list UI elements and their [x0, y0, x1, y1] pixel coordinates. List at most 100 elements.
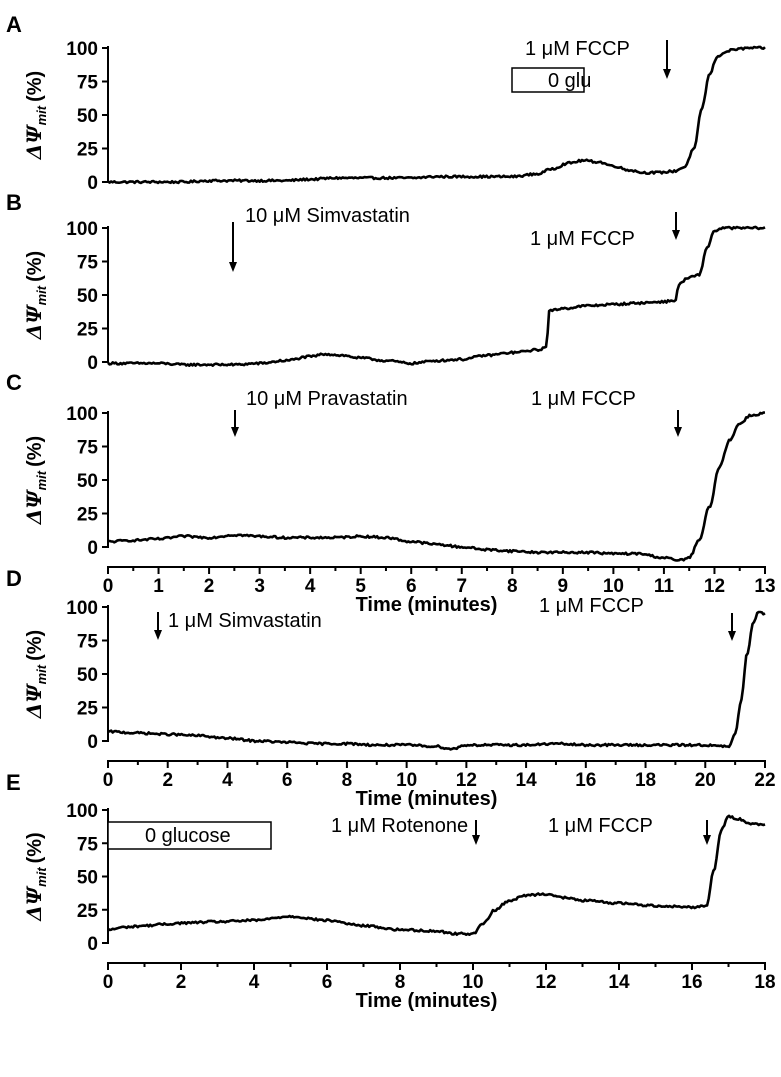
x-axis-title: Time (minutes) [356, 990, 498, 1012]
y-tick-label: 50 [77, 665, 98, 686]
arrow-down-icon [231, 427, 239, 437]
y-tick-label: 75 [77, 834, 99, 855]
y-tick-label: 25 [77, 320, 99, 341]
x-tick-label: 13 [754, 576, 775, 597]
y-tick-label: 50 [77, 286, 98, 307]
treatment-label: 1 μM FCCP [531, 388, 636, 410]
x-tick-label: 6 [282, 770, 293, 791]
y-tick-label: 75 [77, 438, 99, 459]
x-tick-label: 8 [342, 770, 353, 791]
arrow-down-icon [672, 230, 680, 240]
treatment-label: 1 μM Rotenone [331, 815, 468, 837]
x-tick-label: 2 [176, 972, 187, 993]
arrow-down-icon [663, 69, 671, 79]
y-tick-label: 0 [87, 732, 98, 753]
x-tick-label: 7 [456, 576, 467, 597]
condition-box [511, 67, 585, 93]
y-tick-label: 0 [87, 173, 98, 194]
y-axis-label: ΔΨmit(%) [22, 71, 49, 160]
y-tick-label: 50 [77, 471, 98, 492]
treatment-label: 1 μM FCCP [525, 38, 630, 60]
x-tick-label: 4 [222, 770, 233, 791]
treatment-label: 10 μM Pravastatin [246, 388, 408, 410]
y-tick-label: 0 [87, 934, 98, 955]
y-tick-label: 100 [66, 801, 98, 822]
x-tick-label: 12 [535, 972, 556, 993]
x-tick-label: 14 [516, 770, 538, 791]
y-tick-label: 0 [87, 353, 98, 374]
treatment-label: 1 μM FCCP [548, 815, 653, 837]
x-tick-label: 2 [162, 770, 173, 791]
condition-label: 0 glucose [145, 825, 231, 847]
x-tick-label: 10 [462, 972, 483, 993]
y-tick-label: 50 [77, 106, 98, 127]
trace-line [107, 610, 766, 751]
y-tick-label: 75 [77, 253, 99, 274]
arrow-down-icon [703, 835, 711, 845]
treatment-label: 1 μM Simvastatin [168, 610, 322, 632]
x-tick-label: 16 [681, 972, 702, 993]
x-tick-label: 0 [103, 770, 114, 791]
x-tick-label: 0 [103, 576, 114, 597]
x-tick-label: 12 [456, 770, 477, 791]
x-tick-label: 8 [507, 576, 518, 597]
panel-letter: D [6, 566, 22, 591]
x-tick-label: 6 [322, 972, 333, 993]
x-tick-label: 12 [704, 576, 725, 597]
arrow-down-icon [674, 427, 682, 437]
x-tick-label: 20 [695, 770, 716, 791]
x-tick-label: 3 [254, 576, 265, 597]
x-tick-label: 4 [305, 576, 316, 597]
panel-A: A ΔΨmit(%) 0 25 50 75 100 1 μM FCCP 0 glu [6, 12, 766, 194]
panel-letter: E [6, 770, 21, 795]
y-axis-label: ΔΨmit(%) [22, 832, 49, 921]
y-tick-label: 75 [77, 73, 99, 94]
x-tick-label: 2 [204, 576, 215, 597]
x-tick-label: 11 [654, 576, 675, 597]
x-tick-label: 10 [603, 576, 624, 597]
x-tick-label: 4 [249, 972, 260, 993]
trace-line [108, 411, 766, 562]
x-tick-label: 9 [558, 576, 569, 597]
panel-letter: A [6, 12, 22, 37]
x-tick-label: 8 [395, 972, 406, 993]
x-tick-label: 18 [754, 972, 775, 993]
x-tick-label: 10 [396, 770, 417, 791]
y-tick-label: 50 [77, 868, 98, 889]
y-tick-label: 25 [77, 901, 99, 922]
trace-line [107, 814, 766, 936]
x-tick-label: 18 [635, 770, 656, 791]
panel-B: B ΔΨmit(%) 0 25 50 75 100 10 μM Simvastatin 1 μM… [6, 190, 766, 374]
y-tick-label: 0 [87, 538, 98, 559]
y-tick-label: 100 [66, 219, 98, 240]
arrow-down-icon [472, 835, 480, 845]
treatment-label: 1 μM FCCP [539, 595, 644, 617]
y-tick-label: 75 [77, 632, 99, 653]
panel-letter: C [6, 370, 22, 395]
treatment-label: 10 μM Simvastatin [245, 205, 410, 227]
x-axis-title: Time (minutes) [356, 594, 498, 616]
y-axis-label: ΔΨmit(%) [22, 251, 49, 340]
x-tick-label: 1 [153, 576, 164, 597]
x-tick-label: 14 [608, 972, 630, 993]
x-tick-label: 0 [103, 972, 114, 993]
y-axis-label: ΔΨmit(%) [22, 630, 49, 719]
treatment-label: 1 μM FCCP [530, 228, 635, 250]
condition-box [107, 821, 272, 850]
x-tick-label: 22 [754, 770, 775, 791]
trace-line [107, 225, 766, 367]
y-tick-label: 25 [77, 140, 99, 161]
y-axis-label: ΔΨmit(%) [22, 436, 49, 525]
x-axis-title: Time (minutes) [356, 788, 498, 810]
x-tick-label: 16 [575, 770, 596, 791]
panel-letter: B [6, 190, 22, 215]
arrow-down-icon [229, 262, 237, 272]
trace-line [107, 45, 766, 185]
arrow-down-icon [154, 630, 162, 640]
condition-label: 0 glu [548, 70, 591, 92]
y-tick-label: 100 [66, 598, 98, 619]
